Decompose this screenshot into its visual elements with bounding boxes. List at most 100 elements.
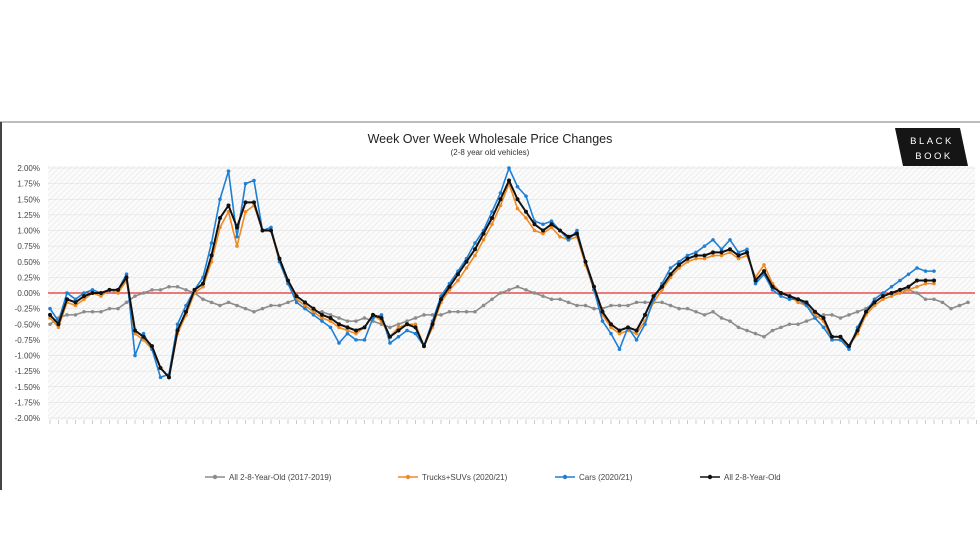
data-point xyxy=(226,209,231,214)
data-point xyxy=(286,278,290,283)
data-point xyxy=(600,309,605,314)
data-point xyxy=(226,300,231,305)
data-point xyxy=(609,325,613,330)
y-tick-label: 0.25% xyxy=(17,273,40,282)
data-point xyxy=(362,316,367,320)
data-point xyxy=(150,344,154,349)
data-point xyxy=(719,253,724,258)
data-point xyxy=(337,316,341,320)
data-point xyxy=(498,191,503,195)
data-point xyxy=(821,316,826,320)
legend-marker xyxy=(707,474,713,480)
data-point xyxy=(413,325,418,330)
data-point xyxy=(711,250,715,255)
data-point xyxy=(558,228,562,233)
data-point xyxy=(906,272,911,277)
data-point xyxy=(133,331,137,336)
y-tick-label: 2.00% xyxy=(17,164,40,173)
data-point xyxy=(694,256,698,261)
data-point xyxy=(320,309,324,314)
data-point xyxy=(575,303,579,308)
data-point xyxy=(473,309,477,314)
data-point xyxy=(354,331,358,336)
data-point xyxy=(609,331,613,336)
data-point xyxy=(643,322,647,327)
data-point xyxy=(515,184,520,189)
data-point xyxy=(243,209,248,214)
data-point xyxy=(558,297,562,302)
data-point xyxy=(787,297,792,302)
data-point xyxy=(243,200,248,205)
data-point xyxy=(957,303,962,308)
data-point xyxy=(192,287,197,292)
data-point xyxy=(99,291,103,295)
data-point xyxy=(558,234,562,239)
data-point xyxy=(932,278,936,283)
data-point xyxy=(209,300,214,305)
data-point xyxy=(294,300,299,305)
data-point xyxy=(439,313,443,317)
data-point xyxy=(82,291,86,295)
data-point xyxy=(821,313,826,317)
data-point xyxy=(286,300,290,305)
data-point xyxy=(915,266,919,270)
data-point xyxy=(821,325,826,330)
data-point xyxy=(711,309,715,314)
data-point xyxy=(141,291,146,295)
data-point xyxy=(277,303,282,308)
data-point xyxy=(711,238,715,242)
data-point xyxy=(515,284,520,289)
data-point xyxy=(439,297,443,302)
data-point xyxy=(473,247,477,252)
data-point xyxy=(660,300,664,305)
data-point xyxy=(90,309,95,314)
y-tick-label: 1.75% xyxy=(17,180,40,189)
data-point xyxy=(779,325,783,330)
data-point xyxy=(753,278,758,283)
data-point xyxy=(719,316,724,320)
data-point xyxy=(855,309,860,314)
y-tick-label: -1.75% xyxy=(15,398,40,407)
data-point xyxy=(532,222,537,227)
data-point xyxy=(226,169,231,173)
data-point xyxy=(82,309,86,314)
series-0 xyxy=(48,284,970,339)
data-point xyxy=(99,294,103,298)
data-point xyxy=(549,297,554,302)
data-point xyxy=(677,259,681,264)
data-point xyxy=(566,300,571,305)
data-point xyxy=(736,253,741,258)
data-point xyxy=(48,312,52,317)
data-point xyxy=(337,325,341,330)
data-point xyxy=(65,291,69,295)
data-point xyxy=(651,294,656,299)
data-point xyxy=(889,291,894,295)
data-point xyxy=(277,256,282,261)
data-point xyxy=(898,278,902,283)
data-point xyxy=(498,203,503,208)
data-point xyxy=(923,278,928,283)
data-point xyxy=(116,306,120,311)
data-point xyxy=(73,297,78,302)
data-point xyxy=(456,309,460,314)
data-point xyxy=(184,303,188,308)
data-point xyxy=(745,250,749,255)
data-point xyxy=(940,300,945,305)
data-point xyxy=(56,325,61,330)
data-point xyxy=(320,319,324,323)
data-point xyxy=(677,306,681,311)
legend-item: Cars (2020/21) xyxy=(555,473,633,482)
data-point xyxy=(694,253,698,258)
data-point xyxy=(158,375,163,380)
data-point xyxy=(915,284,919,289)
data-point xyxy=(881,297,885,302)
data-point xyxy=(481,303,486,308)
data-point xyxy=(813,316,817,320)
data-point xyxy=(371,312,375,317)
data-point xyxy=(541,231,545,236)
data-point xyxy=(320,312,324,317)
data-point xyxy=(770,288,775,292)
data-point xyxy=(260,306,265,311)
data-point xyxy=(235,303,239,308)
data-point xyxy=(124,300,129,305)
